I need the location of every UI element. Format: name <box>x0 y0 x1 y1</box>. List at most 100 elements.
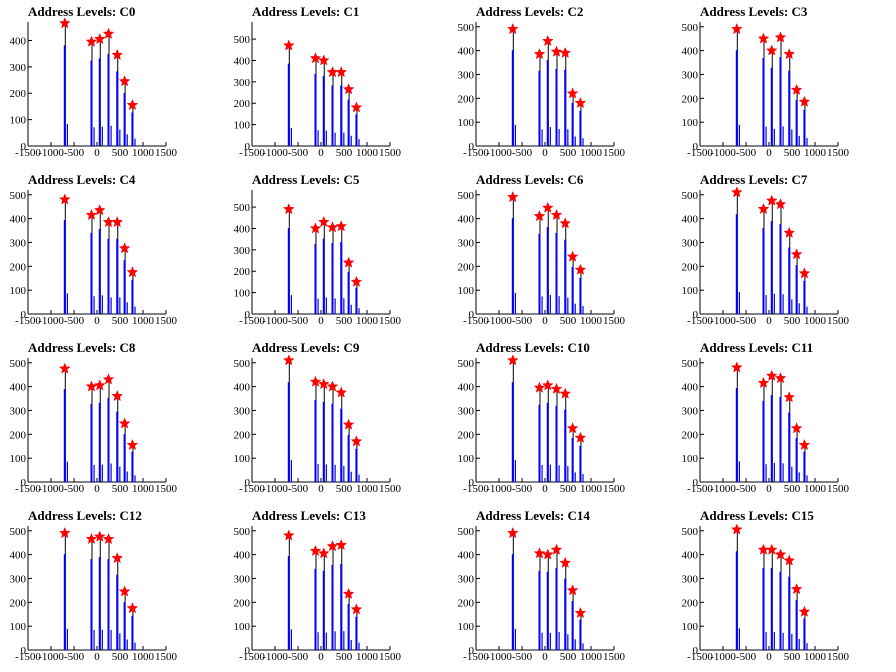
histogram-bar <box>98 58 101 146</box>
x-ticks: -1500-1000 -500 0 500 1000 1500 <box>239 646 402 663</box>
histogram-bar <box>325 297 327 314</box>
x-ticks: -1500-1000 -500 0 500 1000 1500 <box>463 478 626 495</box>
y-tick-label: 200 <box>234 98 251 110</box>
x-tick-label: -1500 <box>239 315 265 327</box>
x-ticks: -1500-1000 -500 0 500 1000 1500 <box>463 142 626 159</box>
histogram-bar <box>555 567 558 650</box>
star-marker <box>566 422 579 434</box>
histogram-bar <box>511 218 514 314</box>
y-tick-label: 500 <box>234 358 251 370</box>
star-marker <box>783 48 796 60</box>
histogram-bar <box>571 267 574 314</box>
histogram-bar <box>806 643 808 650</box>
chart-panel: 0 100 200 300 400 500 -1500 -1000 -500 0 500 1000 15… <box>672 336 896 504</box>
y-tick-label: 200 <box>234 266 251 278</box>
histogram-bar <box>735 50 738 146</box>
histogram-bar <box>773 631 775 650</box>
y-ticks: 0 100 200 300 400 500 <box>682 22 704 153</box>
histogram-bar <box>582 306 584 314</box>
star-marker <box>335 66 348 78</box>
histogram-bar <box>107 559 110 650</box>
x-ticks: -1500-1000 -500 0 500 1000 1500 <box>463 310 626 327</box>
x-tick-label: -500 <box>288 483 309 495</box>
star-marker <box>798 267 811 279</box>
histogram-bar <box>564 69 567 146</box>
histogram-bar <box>126 471 128 482</box>
star-marker <box>765 194 778 206</box>
y-tick-label: 100 <box>10 285 27 297</box>
star-marker <box>574 263 587 275</box>
y-tick-label: 200 <box>10 88 27 100</box>
y-tick-label: 500 <box>682 22 699 34</box>
histogram-bar <box>770 67 773 146</box>
histogram-bar <box>119 297 121 314</box>
star-marker <box>335 538 348 551</box>
peak-markers <box>282 39 363 113</box>
histogram-bar <box>806 138 808 146</box>
x-tick-label: -1500 <box>463 483 489 495</box>
histogram-bar <box>131 279 134 314</box>
histogram-bar <box>773 293 775 314</box>
y-tick-label: 0 <box>469 645 475 657</box>
histogram-bar <box>770 567 773 650</box>
histogram-bar <box>791 633 793 650</box>
histogram-bar <box>514 124 516 146</box>
histogram-bars <box>511 197 584 314</box>
star-marker <box>282 203 295 215</box>
y-tick-label: 100 <box>234 621 251 633</box>
star-marker <box>58 17 71 29</box>
x-ticks: -1500-1000 -500 0 500 1000 1500 <box>687 478 850 495</box>
x-ticks: -1500-1000 -500 0 500 1000 1500 <box>463 646 626 663</box>
y-tick-label: 400 <box>682 214 699 226</box>
x-ticks: -1500-1000 -500 0 500 1000 1500 <box>15 310 178 327</box>
chart-title: Address Levels: C6 <box>476 172 584 187</box>
histogram-bar <box>782 632 784 650</box>
histogram-bar <box>98 557 101 650</box>
histogram-bar <box>287 228 290 314</box>
y-tick-label: 0 <box>21 645 27 657</box>
histogram-bar <box>555 405 558 482</box>
star-marker <box>282 39 295 51</box>
histogram-bar <box>110 463 112 482</box>
histogram-bar <box>798 639 800 650</box>
x-tick-label: 0 <box>766 651 772 663</box>
histogram-bar <box>134 138 136 146</box>
histogram-bar <box>770 394 773 482</box>
histogram-bar <box>123 434 126 482</box>
histogram-bar <box>107 397 110 482</box>
y-tick-label: 500 <box>682 526 699 538</box>
x-ticks: -1500-1000 -500 0 500 1000 1500 <box>239 478 402 495</box>
star-marker <box>533 381 546 393</box>
star-marker <box>790 248 803 260</box>
star-marker <box>774 31 787 43</box>
histogram-bar <box>564 578 567 650</box>
histogram-bar <box>314 74 317 146</box>
x-tick-label: -500 <box>736 483 757 495</box>
x-tick-label: 0 <box>766 315 772 327</box>
y-tick-label: 500 <box>10 526 27 538</box>
histogram-bar <box>131 451 134 482</box>
y-tick-label: 200 <box>458 93 475 105</box>
histogram-bar <box>555 232 558 314</box>
histogram-bar <box>110 297 112 314</box>
star-marker <box>111 552 124 564</box>
histogram-bar <box>564 409 567 482</box>
x-tick-label: -1500 <box>687 147 713 159</box>
histogram-bar <box>798 135 800 146</box>
x-tick-label: -500 <box>288 315 309 327</box>
y-tick-label: 400 <box>10 214 27 226</box>
chart-panel: 0 100 200 300 400 500 -1500 -1000 -500 0 500 1000 15… <box>224 0 448 168</box>
chart-title: Address Levels: C15 <box>700 508 814 523</box>
x-tick-label: -1500 <box>463 147 489 159</box>
y-tick-label: 400 <box>458 46 475 58</box>
x-tick-label: 1000 <box>580 315 603 327</box>
x-ticks: -1500-1000 -500 0 500 1000 1500 <box>15 646 178 663</box>
x-tick-label: 1000 <box>580 147 603 159</box>
star-marker <box>85 380 98 392</box>
x-tick-label: 1500 <box>827 147 850 159</box>
histogram-bar <box>574 136 576 146</box>
y-ticks: 0 100 200 300 400 500 <box>234 202 256 321</box>
y-tick-label: 300 <box>682 405 699 417</box>
star-marker <box>765 543 778 555</box>
